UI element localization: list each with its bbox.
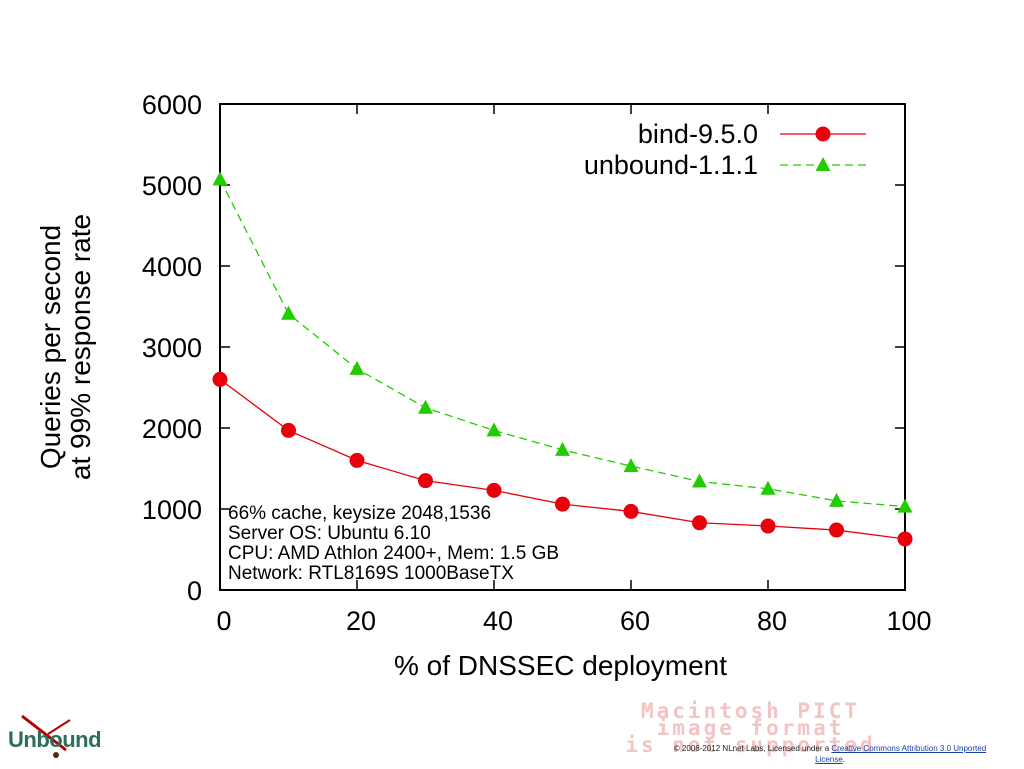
unbound-logo-text: Unbound bbox=[8, 727, 102, 752]
y-tick-label: 0 bbox=[187, 576, 202, 606]
data-point-bind-9.5.0 bbox=[897, 531, 913, 547]
data-point-bind-9.5.0 bbox=[692, 515, 707, 531]
data-point-unbound-1.1.1 bbox=[623, 458, 639, 473]
data-point-bind-9.5.0 bbox=[623, 503, 639, 519]
pict-line-3: is not supported bbox=[625, 733, 876, 757]
x-tick-label: 20 bbox=[346, 606, 376, 636]
pict-line-2: image format bbox=[656, 716, 845, 740]
legend-marker-bind-9.5.0 bbox=[815, 126, 831, 142]
data-point-bind-9.5.0 bbox=[555, 496, 570, 512]
series-line-unbound-1.1.1 bbox=[219, 179, 906, 508]
y-tick-label: 1000 bbox=[142, 495, 202, 525]
legend-label: bind-9.5.0 bbox=[638, 119, 758, 149]
data-point-unbound-1.1.1 bbox=[212, 171, 228, 186]
unbound-logo-mark bbox=[21, 714, 71, 758]
plot-frame-group bbox=[219, 103, 906, 591]
unbound-logo bbox=[8, 712, 118, 764]
data-point-unbound-1.1.1 bbox=[555, 441, 570, 456]
footer-suffix: . bbox=[842, 755, 845, 764]
annotation-line: CPU: AMD Athlon 2400+, Mem: 1.5 GB bbox=[228, 543, 559, 564]
x-tick-label: 80 bbox=[757, 606, 787, 636]
legend-label: unbound-1.1.1 bbox=[584, 150, 758, 180]
y-tick-label: 5000 bbox=[142, 171, 202, 201]
data-point-unbound-1.1.1 bbox=[829, 492, 844, 507]
data-point-bind-9.5.0 bbox=[349, 452, 365, 468]
y-tick-label: 4000 bbox=[142, 252, 202, 282]
y-tick-label: 3000 bbox=[142, 333, 202, 363]
series-group bbox=[212, 171, 913, 547]
line-chart: 0 1000 2000 3000 4000 5000 6000 0 20 40 60 80 100 % o… bbox=[35, 90, 932, 681]
data-point-bind-9.5.0 bbox=[418, 473, 433, 489]
annotation-line: Network: RTL8169S 1000BaseTX bbox=[228, 563, 514, 584]
x-tick-label: 100 bbox=[886, 606, 931, 636]
data-point-unbound-1.1.1 bbox=[897, 498, 913, 513]
y-axis-label-line: Queries per second bbox=[35, 225, 66, 469]
data-point-unbound-1.1.1 bbox=[349, 360, 365, 375]
license-link-2[interactable]: License bbox=[815, 755, 843, 764]
data-point-unbound-1.1.1 bbox=[486, 422, 502, 437]
data-point-unbound-1.1.1 bbox=[760, 480, 776, 495]
y-tick-label: 6000 bbox=[142, 90, 202, 120]
legend-marker-unbound-1.1.1 bbox=[815, 157, 831, 171]
x-axis-label: % of DNSSEC deployment bbox=[394, 650, 727, 681]
x-tick-label: 60 bbox=[620, 606, 650, 636]
data-point-bind-9.5.0 bbox=[281, 422, 296, 438]
data-point-unbound-1.1.1 bbox=[281, 305, 296, 320]
data-point-bind-9.5.0 bbox=[760, 518, 776, 534]
pict-line-1: Macintosh PICT bbox=[640, 699, 860, 723]
license-link[interactable]: Creative Commons Attribution 3.0 Unporte… bbox=[831, 744, 987, 753]
data-point-unbound-1.1.1 bbox=[418, 399, 433, 414]
labels-group: 0 1000 2000 3000 4000 5000 6000 0 20 40 60 80 100 % o… bbox=[35, 90, 932, 681]
license-footer: © 2006-2012 NLnet Labs, Licensed under a… bbox=[636, 743, 1024, 765]
data-point-bind-9.5.0 bbox=[829, 522, 844, 538]
y-axis-label-line: at 99% response rate bbox=[65, 214, 96, 480]
y-tick-label: 2000 bbox=[142, 414, 202, 444]
annotation-line: 66% cache, keysize 2048,1536 bbox=[228, 503, 491, 524]
footer-prefix: © 2006-2012 NLnet Labs, Licensed under a bbox=[673, 744, 830, 753]
x-tick-label: 0 bbox=[216, 606, 231, 636]
data-point-unbound-1.1.1 bbox=[692, 473, 707, 488]
data-point-bind-9.5.0 bbox=[486, 482, 502, 498]
data-point-bind-9.5.0 bbox=[212, 371, 228, 387]
pict-unsupported-notice: Macintosh PICT image format is not suppo… bbox=[498, 699, 1003, 757]
x-tick-label: 40 bbox=[483, 606, 513, 636]
annotation-line: Server OS: Ubuntu 6.10 bbox=[228, 523, 431, 544]
